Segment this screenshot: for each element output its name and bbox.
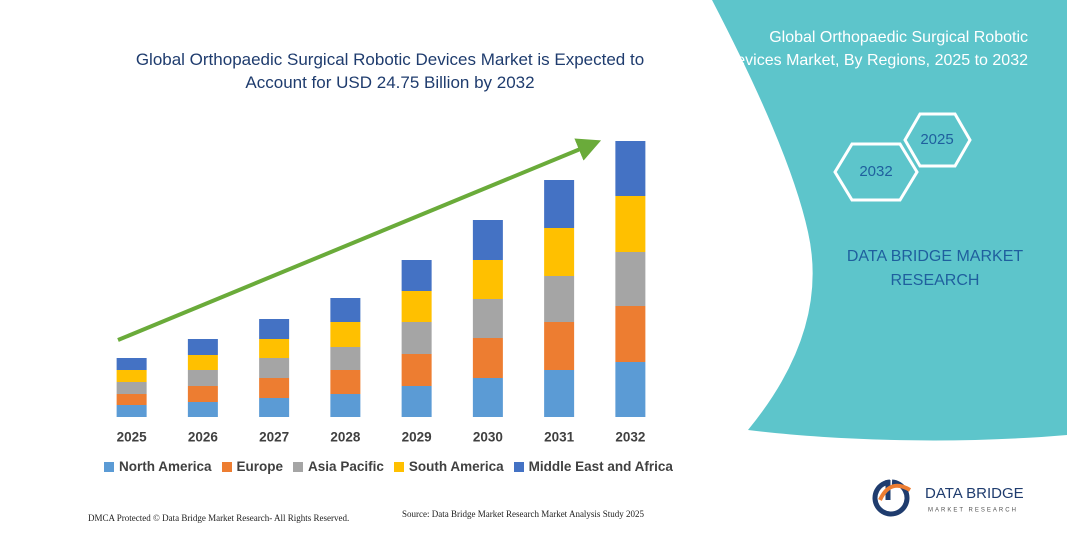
legend-swatch — [104, 461, 114, 472]
bar-segment — [615, 141, 646, 196]
bar-segment — [259, 378, 290, 398]
bar-segment — [259, 398, 290, 417]
bar-segment — [615, 196, 646, 252]
bar-segment — [615, 306, 646, 362]
legend-swatch — [221, 461, 232, 472]
bar-segment — [187, 370, 218, 386]
bar-segment — [330, 394, 361, 417]
bar-segment — [401, 322, 432, 354]
bar-segment — [330, 298, 361, 322]
bar-segment — [544, 228, 575, 276]
bar-segment — [544, 370, 575, 417]
bar-segment — [401, 291, 432, 322]
hexagon-label: 2025 — [920, 131, 953, 148]
hexagon-label: 2032 — [859, 163, 892, 180]
legend-item: Middle East and Africa — [513, 459, 673, 474]
x-tick-label: 2028 — [330, 430, 361, 445]
bar-segment — [615, 252, 646, 306]
logo-text: DATA BRIDGE — [925, 485, 1024, 502]
footer: DMCA Protected © Data Bridge Market Rese… — [88, 513, 350, 523]
bar-segment — [615, 362, 646, 417]
hexagon — [833, 142, 919, 202]
legend-swatch — [513, 461, 524, 472]
x-tick-label: 2027 — [259, 430, 289, 445]
bar-segment — [472, 338, 503, 378]
x-tick-label: 2032 — [615, 430, 645, 445]
legend-swatch — [293, 461, 304, 472]
legend: North America Europe Asia Pacific South Ame… — [104, 459, 673, 474]
logo-subtext: MARKET RESEARCH — [928, 508, 1018, 514]
legend-item: Asia Pacific — [293, 459, 384, 474]
hexagon — [903, 112, 972, 168]
trend-arrow — [117, 138, 602, 342]
bar-segment — [187, 402, 218, 417]
side-title: Global Orthopaedic Surgical Robotic Devi… — [724, 29, 1028, 69]
bar-segment — [330, 370, 361, 394]
legend-label: Asia Pacific — [308, 459, 384, 474]
bar-segment — [330, 347, 361, 370]
bar-segment — [116, 405, 147, 417]
bar-segment — [259, 358, 290, 378]
bar-segment — [187, 386, 218, 402]
bar-segment — [544, 322, 575, 370]
legend-swatch — [393, 461, 404, 472]
bar-segment — [116, 394, 147, 405]
bar-segment — [401, 354, 432, 386]
bar-segment — [116, 382, 147, 394]
x-tick-label: 2029 — [402, 430, 432, 445]
bar-segment — [472, 220, 503, 260]
source: Source: Data Bridge Market Research Mark… — [402, 509, 644, 519]
side-panel — [712, 0, 1067, 441]
bar-segment — [544, 276, 575, 322]
bar-segment — [401, 260, 432, 291]
legend-item: South America — [393, 459, 504, 474]
bar-segment — [472, 378, 503, 417]
x-tick-label: 2030 — [473, 430, 503, 445]
x-tick-label: 2025 — [117, 430, 148, 445]
bar-segment — [116, 370, 147, 382]
bar-segment — [544, 180, 575, 228]
legend-label: North America — [119, 459, 212, 474]
chart-title: Global Orthopaedic Surgical Robotic Devi… — [135, 50, 645, 92]
bar-segment — [259, 319, 290, 339]
legend-label: South America — [408, 459, 504, 474]
legend-label: Middle East and Africa — [528, 459, 673, 474]
bar-segment — [472, 260, 503, 299]
bar-segment — [116, 358, 147, 370]
bar-segment — [259, 339, 290, 358]
legend-item: Europe — [221, 459, 284, 474]
legend-item: North America — [104, 459, 212, 474]
x-tick-label: 2031 — [544, 430, 575, 445]
bar-segment — [401, 386, 432, 417]
legend-label: Europe — [236, 459, 284, 474]
bar-segment — [187, 339, 218, 355]
x-tick-label: 2026 — [188, 430, 219, 445]
brand: DATA BRIDGE MARKET RESEARCH — [846, 248, 1024, 289]
bar-segment — [187, 355, 218, 370]
bar-segment — [472, 299, 503, 338]
bar-segment — [330, 322, 361, 347]
logo-icon — [878, 483, 912, 501]
